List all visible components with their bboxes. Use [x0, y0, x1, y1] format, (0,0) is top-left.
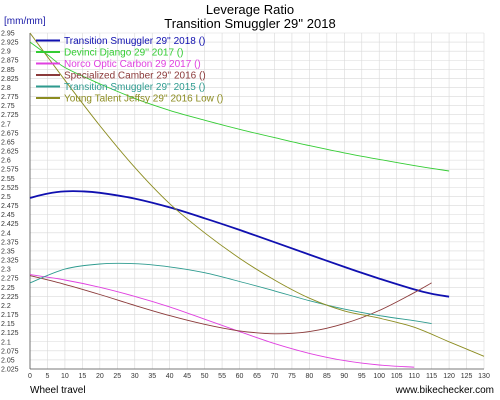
series-line-2: [29, 274, 415, 368]
x-tick-label: 115: [426, 373, 437, 380]
x-tick-label: 15: [78, 373, 86, 380]
y-tick-label: 2.15: [1, 321, 15, 328]
series-line-3: [29, 275, 432, 335]
x-tick-label: 95: [358, 373, 366, 380]
series-lines: [29, 32, 485, 368]
series-line-5: [29, 32, 485, 357]
legend-entry-3: Specialized Camber 29'' 2016 (): [64, 71, 206, 82]
y-tick-label: 2.375: [1, 239, 19, 246]
y-tick-label: 2.675: [1, 130, 19, 137]
x-tick-label: 130: [478, 373, 490, 380]
y-tick-label: 2.525: [1, 185, 19, 192]
y-tick-label: 2.725: [1, 112, 19, 119]
y-tick-labels: 2.025 2.05 2.075 2.1 2.125 2.15 2.175 2.2 2.225 2…: [1, 31, 19, 374]
y-tick-label: 2.925: [1, 40, 19, 47]
x-tick-label: 105: [391, 373, 403, 380]
x-tick-label: 80: [305, 373, 313, 380]
x-tick-label: 10: [61, 373, 69, 380]
y-tick-label: 2.75: [1, 103, 15, 110]
y-tick-label: 2.25: [1, 285, 15, 292]
y-tick-label: 2.475: [1, 203, 19, 210]
watermark: www.bikechecker.com: [395, 385, 494, 396]
y-tick-label: 2.125: [1, 330, 19, 337]
x-tick-label: 40: [166, 373, 174, 380]
x-tick-label: 60: [236, 373, 244, 380]
y-tick-label: 2.825: [1, 76, 19, 83]
x-tick-label: 50: [201, 373, 209, 380]
legend-entry-1: Devinci Django 29'' 2017 (): [64, 48, 183, 59]
y-tick-label: 2.625: [1, 149, 19, 156]
x-tick-label: 0: [28, 373, 32, 380]
y-tick-label: 2.8: [1, 85, 11, 92]
x-tick-label: 25: [113, 373, 121, 380]
x-tick-label: 85: [323, 373, 331, 380]
y-axis-unit-label: [mm/mm]: [4, 16, 46, 27]
x-tick-label: 70: [271, 373, 279, 380]
x-tick-label: 120: [443, 373, 455, 380]
x-tick-label: 90: [340, 373, 348, 380]
series-line-1: [29, 41, 450, 172]
chart-title: Leverage Ratio: [206, 2, 294, 17]
y-tick-label: 2.6: [1, 158, 11, 165]
y-tick-label: 2.35: [1, 248, 15, 255]
y-tick-label: 2.3: [1, 267, 11, 274]
y-tick-label: 2.95: [1, 31, 15, 38]
y-tick-label: 2.075: [1, 348, 19, 355]
legend: Transition Smuggler 29'' 2018 ()Devinci …: [36, 36, 223, 105]
y-tick-label: 2.175: [1, 312, 19, 319]
legend-entry-0: Transition Smuggler 29'' 2018 (): [64, 36, 205, 47]
y-tick-label: 2.9: [1, 49, 11, 56]
y-tick-label: 2.575: [1, 167, 19, 174]
series-line-4: [29, 262, 432, 325]
legend-entry-5: Young Talent Jeffsy 29'' 2016 Low (): [64, 94, 223, 105]
y-tick-label: 2.55: [1, 176, 15, 183]
x-tick-label: 125: [461, 373, 473, 380]
y-tick-label: 2.1: [1, 339, 11, 346]
x-tick-labels: 0 5 10 15 20 25 30 35 40 45 50 55 60 65 70 75 80 85 90 95 10…: [28, 373, 490, 380]
legend-entry-2: Norco Optic Carbon 29 2017 (): [64, 59, 201, 70]
y-tick-label: 2.05: [1, 357, 15, 364]
legend-entry-4: Transition Smuggler 29'' 2015 (): [64, 82, 205, 93]
y-tick-label: 2.425: [1, 221, 19, 228]
x-tick-label: 20: [96, 373, 104, 380]
y-tick-label: 2.225: [1, 294, 19, 301]
x-tick-label: 35: [148, 373, 156, 380]
x-tick-label: 75: [288, 373, 296, 380]
y-tick-label: 2.5: [1, 194, 11, 201]
chart-subtitle: Transition Smuggler 29'' 2018: [164, 16, 335, 31]
x-tick-label: 5: [46, 373, 50, 380]
y-tick-label: 2.65: [1, 139, 15, 146]
axes: [29, 33, 484, 370]
x-tick-label: 45: [183, 373, 191, 380]
y-tick-label: 2.875: [1, 58, 19, 65]
x-tick-label: 100: [373, 373, 385, 380]
x-tick-label: 30: [131, 373, 139, 380]
y-tick-label: 2.4: [1, 230, 11, 237]
y-tick-label: 2.2: [1, 303, 11, 310]
x-tick-label: 110: [409, 373, 420, 380]
series-line-0: [29, 190, 450, 298]
x-axis-label: Wheel travel: [30, 385, 86, 396]
y-tick-label: 2.45: [1, 212, 15, 219]
y-tick-label: 2.325: [1, 258, 19, 265]
y-tick-label: 2.275: [1, 276, 19, 283]
y-tick-label: 2.7: [1, 121, 11, 128]
y-tick-label: 2.775: [1, 94, 19, 101]
x-tick-label: 65: [253, 373, 261, 380]
x-tick-label: 55: [218, 373, 226, 380]
y-tick-label: 2.85: [1, 67, 15, 74]
y-tick-label: 2.025: [1, 367, 19, 374]
